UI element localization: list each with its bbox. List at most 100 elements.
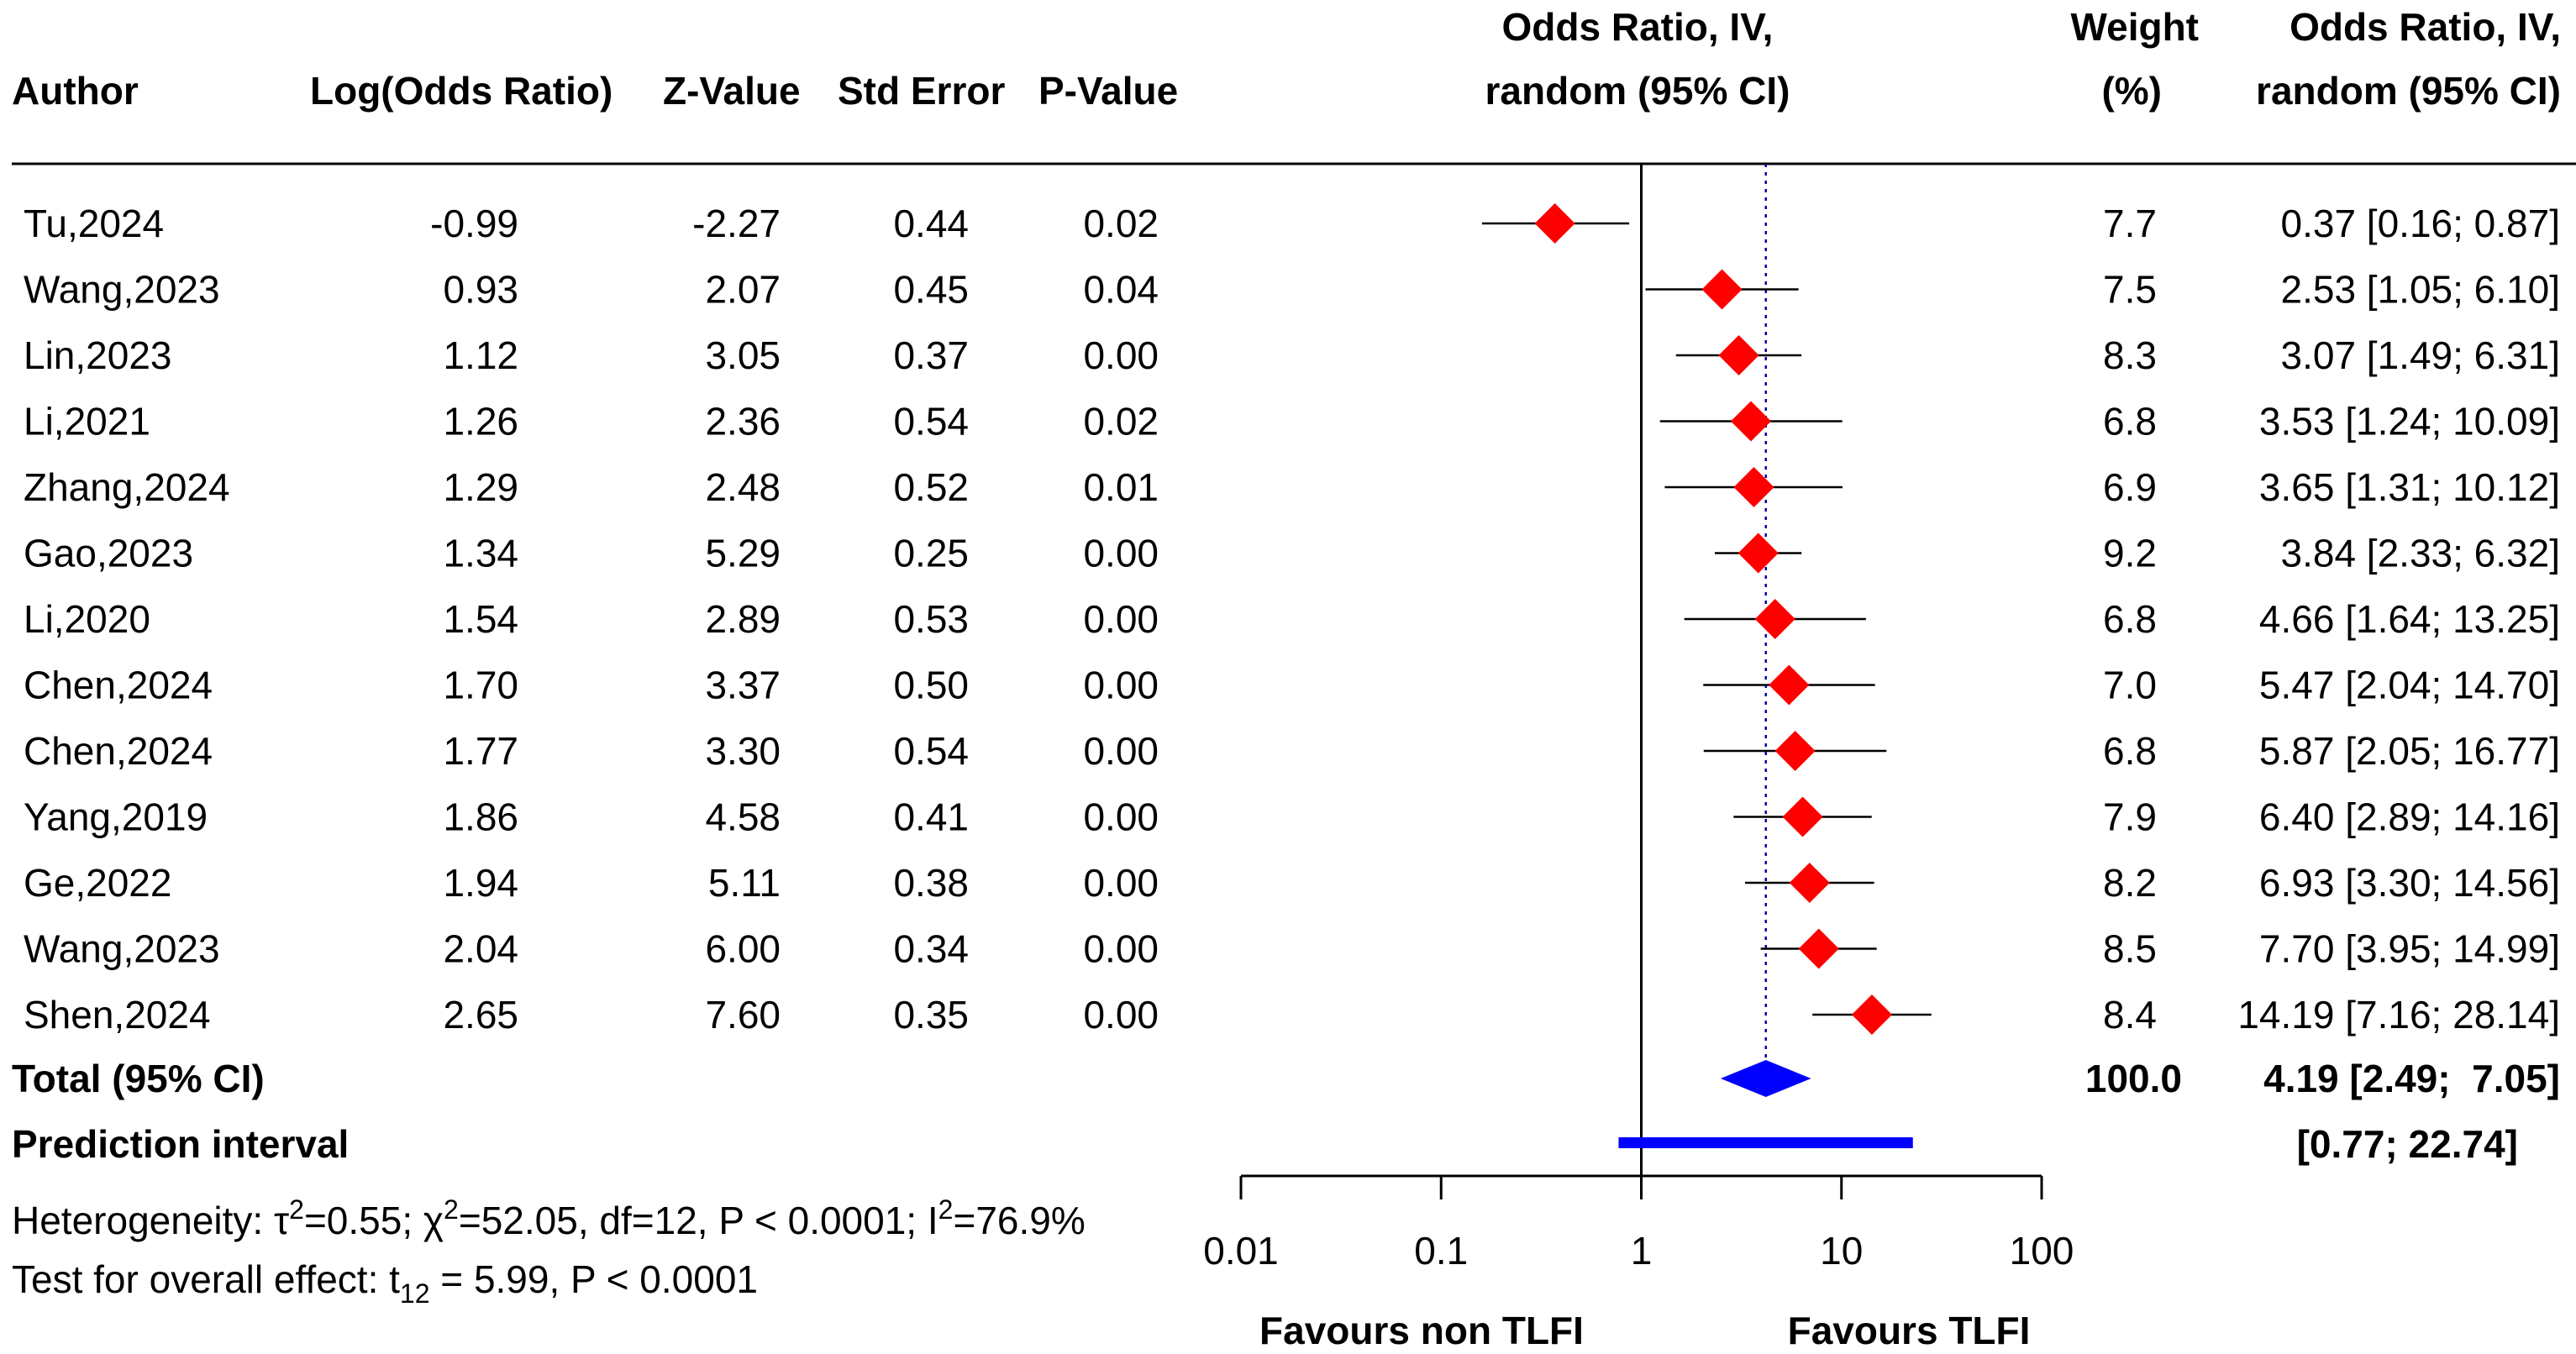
x-axis-tick-label: 100 (2010, 1229, 2074, 1273)
x-axis-tick-label: 10 (1820, 1229, 1863, 1273)
study-ci-text: 0.37 [0.16; 0.87] (2281, 202, 2561, 245)
study-ci-text: 6.40 [2.89; 14.16] (2259, 795, 2560, 839)
study-author: Yang,2019 (24, 795, 208, 839)
study-author: Shen,2024 (24, 993, 211, 1036)
favours-right-label: Favours TLFI (1788, 1309, 2031, 1352)
study-ci-text: 14.19 [7.16; 28.14] (2237, 993, 2560, 1036)
study-ci-text: 6.93 [3.30; 14.56] (2259, 861, 2560, 905)
study-weight: 7.5 (2103, 268, 2157, 312)
study-z-value: -2.27 (692, 202, 781, 245)
study-p-value: 0.00 (1083, 597, 1159, 641)
study-z-value: 6.00 (705, 927, 781, 971)
overall-effect-text: Test for overall effect: t12 = 5.99, P <… (12, 1257, 758, 1309)
study-author: Lin,2023 (24, 333, 172, 377)
study-weight: 8.4 (2103, 993, 2157, 1036)
study-author: Gao,2023 (24, 532, 193, 575)
study-or-marker (1701, 269, 1743, 310)
study-ci-text: 4.66 [1.64; 13.25] (2259, 597, 2560, 641)
total-weight: 100.0 (2085, 1057, 2182, 1100)
study-or-marker (1754, 599, 1795, 639)
study-weight: 7.9 (2103, 795, 2157, 839)
study-weight: 6.8 (2103, 597, 2157, 641)
study-p-value: 0.04 (1083, 268, 1159, 312)
study-z-value: 5.11 (708, 861, 781, 905)
study-std-error: 0.45 (893, 268, 969, 312)
total-ci-text: 4.19 [2.49; 7.05] (2263, 1057, 2560, 1100)
study-std-error: 0.34 (893, 927, 969, 971)
study-z-value: 2.89 (705, 597, 781, 641)
study-log-or: 1.70 (443, 664, 518, 707)
study-ci-text: 3.65 [1.31; 10.12] (2259, 465, 2560, 509)
study-log-or: 1.94 (443, 861, 518, 905)
study-weight: 8.5 (2103, 927, 2157, 971)
study-author: Li,2021 (24, 400, 150, 443)
study-rows: Tu,2024 -0.99 -2.27 0.44 0.02 7.7 0.37 [0.16; … (24, 202, 2560, 1036)
header-p-value: P-Value (1038, 69, 1178, 113)
study-z-value: 3.05 (705, 333, 781, 377)
x-axis-tick-label: 0.1 (1414, 1229, 1468, 1273)
study-weight: 6.8 (2103, 400, 2157, 443)
study-author: Chen,2024 (24, 729, 213, 773)
study-p-value: 0.00 (1083, 729, 1159, 773)
study-std-error: 0.53 (893, 597, 969, 641)
study-z-value: 3.30 (705, 729, 781, 773)
study-or-marker (1731, 401, 1772, 442)
header-weight-line1: Weight (2071, 5, 2199, 49)
study-z-value: 2.48 (705, 465, 781, 509)
study-author: Wang,2023 (24, 927, 220, 971)
study-weight: 8.2 (2103, 861, 2157, 905)
total-label: Total (95% CI) (12, 1057, 265, 1100)
study-or-marker (1789, 863, 1830, 903)
study-log-or: 1.77 (443, 729, 518, 773)
header-author: Author (12, 69, 139, 113)
study-author: Zhang,2024 (24, 465, 230, 509)
study-log-or: 0.93 (443, 268, 518, 312)
study-z-value: 5.29 (705, 532, 781, 575)
x-axis-tick-label: 1 (1631, 1229, 1653, 1273)
study-weight: 7.7 (2103, 202, 2157, 245)
study-p-value: 0.00 (1083, 532, 1159, 575)
favours-left-label: Favours non TLFI (1259, 1309, 1584, 1352)
study-p-value: 0.00 (1083, 664, 1159, 707)
study-author: Ge,2022 (24, 861, 171, 905)
study-p-value: 0.00 (1083, 993, 1159, 1036)
header-ci-line1: Odds Ratio, IV, (2289, 5, 2561, 49)
study-log-or: 2.65 (443, 993, 518, 1036)
study-or-marker (1737, 533, 1779, 574)
study-weight: 8.3 (2103, 333, 2157, 377)
header-ci-line2: random (95% CI) (2256, 69, 2561, 113)
study-weight: 9.2 (2103, 532, 2157, 575)
study-p-value: 0.00 (1083, 861, 1159, 905)
study-p-value: 0.00 (1083, 795, 1159, 839)
study-p-value: 0.02 (1083, 202, 1159, 245)
study-p-value: 0.00 (1083, 333, 1159, 377)
study-ci-text: 7.70 [3.95; 14.99] (2259, 927, 2560, 971)
header-z-value: Z-Value (663, 69, 801, 113)
study-z-value: 4.58 (705, 795, 781, 839)
study-weight: 6.8 (2103, 729, 2157, 773)
study-z-value: 2.36 (705, 400, 781, 443)
study-ci-text: 3.07 [1.49; 6.31] (2281, 333, 2561, 377)
study-z-value: 3.37 (705, 664, 781, 707)
study-std-error: 0.38 (893, 861, 969, 905)
study-std-error: 0.52 (893, 465, 969, 509)
header-plot-line1: Odds Ratio, IV, (1502, 5, 1774, 49)
study-std-error: 0.41 (893, 795, 969, 839)
study-ci-text: 5.87 [2.05; 16.77] (2259, 729, 2560, 773)
study-or-marker (1798, 928, 1839, 969)
prediction-ci-text: [0.77; 22.74] (2297, 1122, 2518, 1166)
study-or-marker (1782, 796, 1823, 837)
study-std-error: 0.44 (893, 202, 969, 245)
study-author: Chen,2024 (24, 664, 213, 707)
prediction-label: Prediction interval (12, 1122, 349, 1166)
header-weight-line2: (%) (2101, 69, 2162, 113)
study-std-error: 0.35 (893, 993, 969, 1036)
x-axis-tick-label: 0.01 (1203, 1229, 1279, 1273)
study-p-value: 0.01 (1083, 465, 1159, 509)
summary-diamond (1720, 1060, 1811, 1097)
header-plot-line2: random (95% CI) (1485, 69, 1790, 113)
study-or-marker (1718, 335, 1759, 375)
study-ci-text: 3.53 [1.24; 10.09] (2259, 400, 2560, 443)
heterogeneity-text: Heterogeneity: τ2=0.55; χ2=52.05, df=12,… (12, 1194, 1086, 1242)
